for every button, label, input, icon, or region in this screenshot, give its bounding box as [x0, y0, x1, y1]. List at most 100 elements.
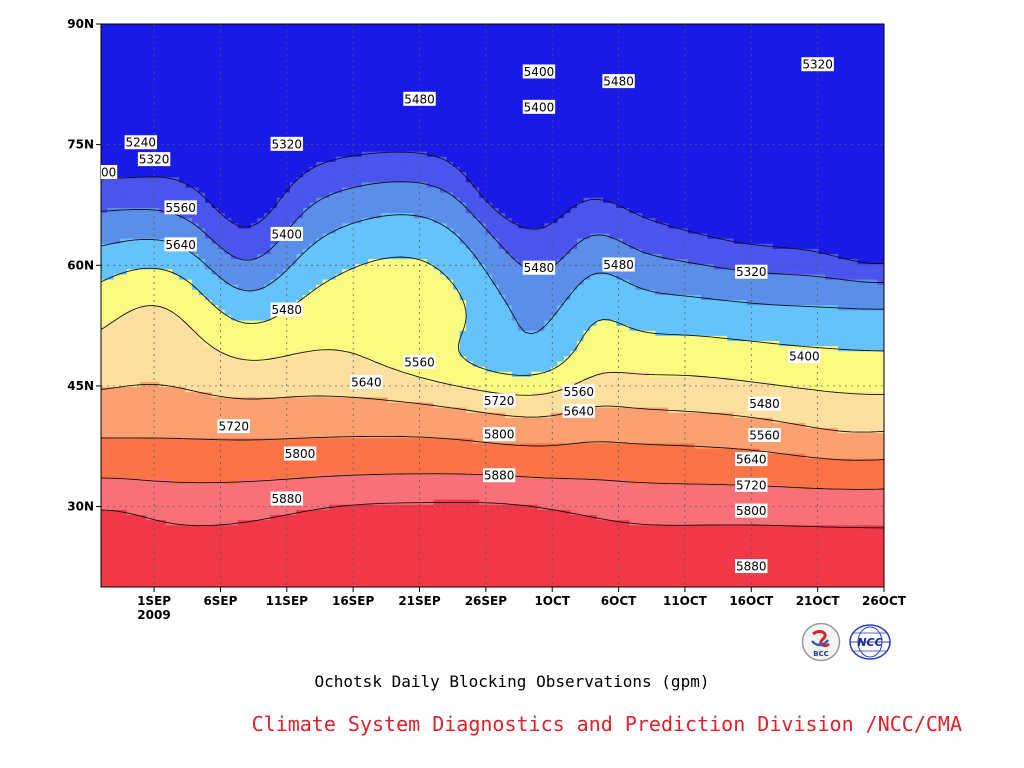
- contour-label: 5720: [736, 478, 767, 492]
- contour-label-bg: [602, 257, 635, 272]
- x-tick-label: 21OCT: [796, 594, 841, 608]
- contour-label: 5560: [749, 428, 780, 442]
- chart-title: Ochotsk Daily Blocking Observations (gpm…: [314, 672, 710, 691]
- x-tick-label: 1OCT: [534, 594, 570, 608]
- contour-label: 5320: [139, 153, 170, 167]
- contour-label-bg: [735, 559, 768, 574]
- contour-label: 5640: [351, 375, 382, 389]
- contour-label-bg: [482, 468, 516, 483]
- contour-line-5240: [101, 151, 884, 265]
- bcc-logo: BCC: [801, 622, 841, 662]
- x-axis-ticks: 1SEP 6SEP 11SEP 16SEP 21SEP 26SEP 1OCT 6OCT 11OC…: [137, 587, 907, 608]
- contour-label-bg: [124, 135, 158, 150]
- contour-label-bg: [350, 374, 383, 389]
- contour-label: 5480: [749, 397, 780, 411]
- x-tick-label: 16SEP: [332, 594, 375, 608]
- y-tick-label: 90N: [67, 17, 94, 31]
- contour-label: 5480: [404, 92, 435, 106]
- contour-label-bg: [482, 427, 516, 442]
- contour-label: 5880: [272, 492, 303, 506]
- contour-label-bg: [522, 260, 556, 275]
- x-tick-label: 6SEP: [203, 594, 237, 608]
- contour-label-bg: [403, 354, 436, 369]
- contour-label-bg: [270, 136, 303, 151]
- contour-labels: 5240 5320 5400 5560 5640 5320 5400 5480 5480 5560…: [86, 57, 834, 574]
- contour-label-bg: [270, 491, 303, 506]
- contour-label-bg: [522, 99, 556, 114]
- contour-label-bg: [403, 91, 436, 106]
- y-tick-label: 45N: [67, 379, 94, 393]
- contour-label-bg: [270, 226, 303, 241]
- contour-label-bg: [482, 393, 516, 408]
- contour-label-bg: [522, 64, 556, 79]
- contour-label-bg: [217, 419, 250, 434]
- contour-label: 5400: [524, 100, 555, 114]
- contour-label-bg: [562, 403, 595, 418]
- contour-label-bg: [164, 200, 197, 215]
- contour-label: 5320: [272, 137, 303, 151]
- ncc-logo-text: NCC: [857, 636, 882, 649]
- y-tick-label: 75N: [67, 138, 94, 152]
- contour-label: 5720: [484, 394, 515, 408]
- contour-label-bg: [164, 237, 197, 252]
- contour-label: 5800: [285, 447, 316, 461]
- contour-label: 5400: [86, 165, 117, 179]
- bcc-logo-text: BCC: [813, 650, 829, 658]
- y-tick-label: 30N: [67, 500, 94, 514]
- contour-label-bg: [283, 446, 317, 461]
- contour-label-bg: [748, 396, 781, 411]
- contour-label-bg: [735, 452, 768, 467]
- contour-label: 5640: [165, 238, 196, 252]
- x-tick-label: 11OCT: [663, 594, 708, 608]
- contour-label: 5320: [802, 58, 833, 72]
- x-tick-label: 6OCT: [601, 594, 637, 608]
- contour-label-bg: [735, 264, 768, 279]
- contour-label-bg: [748, 427, 781, 442]
- contour-line-5880: [101, 501, 884, 529]
- contour-label: 5400: [272, 227, 303, 241]
- contour-label-bg: [562, 384, 595, 399]
- contour-label: 5560: [404, 355, 435, 369]
- contour-label-bg: [137, 152, 171, 167]
- contour-label: 5480: [524, 261, 555, 275]
- x-tick-label: 16OCT: [729, 594, 774, 608]
- y-tick-label: 60N: [67, 258, 94, 272]
- x-tick-label: 21SEP: [398, 594, 441, 608]
- grid-lines: [101, 24, 884, 587]
- contour-label: 5720: [218, 420, 249, 434]
- contour-label: 5560: [165, 201, 196, 215]
- ncc-logo: NCC: [848, 622, 892, 662]
- contour-label: 5400: [524, 65, 555, 79]
- contour-label-bg: [801, 57, 834, 72]
- x-tick-label: 26SEP: [465, 594, 508, 608]
- contour-label: 5400: [789, 350, 820, 364]
- contour-label-bg: [735, 477, 768, 492]
- contour-label: 5800: [484, 428, 515, 442]
- contour-label-bg: [788, 349, 821, 364]
- x-tick-label: 11SEP: [266, 594, 309, 608]
- contour-label: 5640: [736, 453, 767, 467]
- contour-lines: [101, 151, 884, 529]
- contour-label-bg: [101, 164, 118, 179]
- contour-label: 5480: [272, 303, 303, 317]
- contour-label: 5480: [603, 258, 634, 272]
- credit-line: Climate System Diagnostics and Predictio…: [251, 712, 962, 736]
- contour-label-bg: [270, 302, 303, 317]
- contour-label: 5240: [126, 136, 157, 150]
- contour-label: 5640: [563, 404, 594, 418]
- contour-label: 5480: [603, 75, 634, 89]
- x-year-label: 2009: [137, 608, 170, 622]
- x-tick-label: 1SEP: [137, 594, 171, 608]
- contour-label-bg: [602, 74, 635, 89]
- contour-line-5720: [101, 435, 884, 461]
- y-axis-ticks: 30N 45N 60N 75N 90N: [67, 17, 101, 514]
- contour-label: 5880: [484, 469, 515, 483]
- contour-label-bg: [735, 503, 768, 518]
- contour-label: 5800: [736, 504, 767, 518]
- x-tick-label: 26OCT: [862, 594, 907, 608]
- plot-frame: [100, 23, 885, 588]
- contour-label: 5880: [736, 560, 767, 574]
- contour-label: 5560: [563, 385, 594, 399]
- contour-label: 5320: [736, 265, 767, 279]
